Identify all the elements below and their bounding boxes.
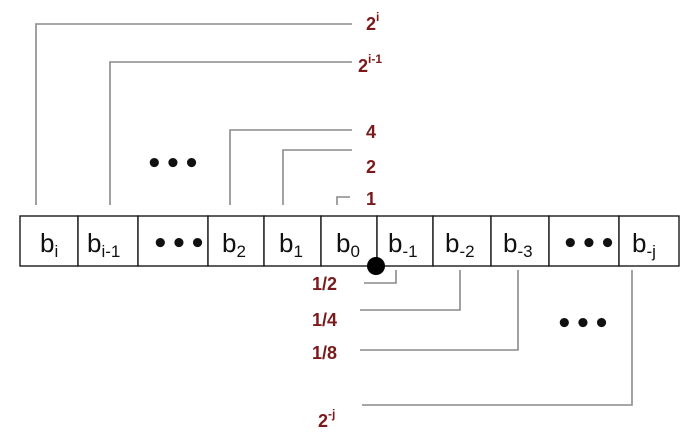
bit-label-ellipsis-right: ••• — [562, 229, 618, 259]
cell-b-0 — [320, 215, 378, 267]
cell-b-i — [19, 215, 79, 267]
weight-2-pow-i: 2i — [366, 10, 379, 34]
cell-b-i-1 — [77, 215, 139, 267]
bit-label-neg-1: b-1 — [388, 228, 418, 261]
leader-quarter — [360, 270, 461, 311]
bit-labels: bi bi-1 ••• b2 b1 b0 b-1 b-2 b-3 ••• b-j — [40, 228, 656, 261]
bit-label-neg-2: b-2 — [445, 228, 475, 261]
leader-4 — [229, 129, 352, 205]
lower-weight-labels: 1/2 1/4 1/8 2-j — [312, 274, 337, 431]
bit-label-0: b0 — [336, 228, 360, 261]
leader-2-pow-i-1 — [109, 61, 352, 205]
weight-4: 4 — [366, 122, 376, 142]
cell-b-neg-1 — [376, 215, 434, 267]
weight-2-pow-neg-j: 2-j — [318, 407, 335, 431]
weight-1-2: 1/2 — [312, 274, 337, 294]
weight-2-pow-i-1: 2i-1 — [358, 52, 382, 76]
leader-2-pow-neg-j — [362, 270, 633, 406]
bit-label-neg-j: b-j — [632, 228, 656, 261]
leader-1 — [336, 196, 350, 205]
bit-label-neg-3: b-3 — [503, 228, 533, 261]
upper-ellipsis: ••• — [146, 149, 202, 179]
upper-leader-lines — [35, 23, 352, 205]
weight-1-8: 1/8 — [312, 343, 337, 363]
weight-1: 1 — [366, 189, 376, 209]
lower-ellipsis: ••• — [556, 309, 612, 339]
cell-b-neg-2 — [432, 215, 492, 267]
cell-b-1 — [263, 215, 322, 267]
bit-register — [19, 215, 680, 267]
leader-2-pow-i — [35, 23, 352, 205]
upper-weight-labels: 2i 2i-1 4 2 1 — [358, 10, 382, 209]
cell-b-neg-j — [618, 215, 680, 267]
weight-1-4: 1/4 — [312, 310, 337, 330]
bit-label-2: b2 — [222, 228, 246, 261]
cell-ellipsis-right — [548, 215, 620, 267]
lower-leader-lines — [360, 270, 633, 406]
bit-label-1: b1 — [279, 228, 303, 261]
leader-eighth — [360, 270, 519, 351]
bit-label-i-1: bi-1 — [87, 228, 120, 261]
weight-2: 2 — [366, 157, 376, 177]
cell-ellipsis-left — [137, 215, 209, 267]
bit-label-i: bi — [40, 228, 58, 261]
leader-2 — [282, 149, 352, 205]
cell-b-neg-3 — [490, 215, 550, 267]
bit-label-ellipsis-left: ••• — [152, 229, 208, 259]
leader-half — [364, 270, 397, 284]
binary-point-dot — [367, 257, 385, 275]
